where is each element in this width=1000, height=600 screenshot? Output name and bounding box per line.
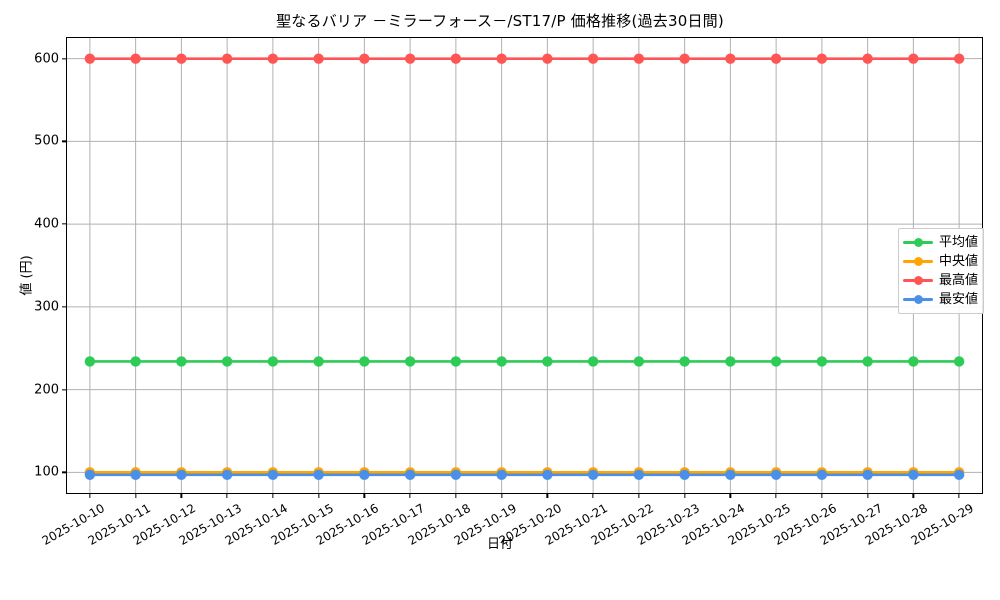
legend-dot-icon — [913, 238, 923, 247]
x-tick-mark — [638, 493, 640, 498]
y-tick-mark — [62, 306, 67, 308]
x-tick-mark — [226, 493, 228, 498]
y-tick-label: 400 — [34, 216, 59, 232]
y-tick-label: 200 — [34, 382, 59, 398]
series-平均値 — [84, 356, 965, 367]
x-tick-mark — [958, 493, 960, 498]
series-最安値 — [84, 469, 965, 480]
y-tick-label: 100 — [34, 464, 59, 480]
plot-area: 値 (円) 2025-10-10 2025-10-11 2025-10-12 2025… — [20, 37, 983, 548]
legend-dot-icon — [913, 257, 923, 266]
legend-swatch-icon — [903, 275, 933, 287]
legend-dot-icon — [913, 276, 923, 285]
legend-swatch-icon — [903, 237, 933, 249]
chart-legend: 平均値中央値最高値最安値 — [898, 228, 985, 314]
legend-item-最高値[interactable]: 最高値 — [903, 271, 978, 290]
x-tick-mark — [89, 493, 91, 498]
x-tick-mark — [317, 493, 320, 498]
legend-item-中央値[interactable]: 中央値 — [903, 252, 978, 271]
y-axis-label: 値 (円) — [19, 254, 35, 296]
legend-item-最安値[interactable]: 最安値 — [903, 290, 978, 309]
x-axis-label: 日付 — [486, 537, 513, 552]
x-tick-mark — [180, 493, 183, 498]
x-tick-mark — [363, 493, 366, 498]
y-tick-label: 600 — [34, 51, 59, 67]
x-tick-mark — [821, 493, 823, 498]
y-tick-mark — [62, 140, 67, 143]
legend-swatch-icon — [903, 294, 933, 306]
x-tick-mark — [912, 493, 915, 498]
legend-swatch-icon — [903, 256, 933, 268]
legend-item-平均値[interactable]: 平均値 — [903, 233, 978, 252]
x-tick-mark — [272, 493, 274, 498]
x-tick-mark — [592, 493, 594, 498]
legend-label: 最安値 — [939, 292, 979, 307]
gridlines — [67, 38, 982, 493]
y-tick-mark — [62, 388, 67, 391]
x-tick-mark — [409, 493, 411, 498]
y-tick-mark — [62, 471, 67, 473]
y-tick-label: 500 — [34, 133, 59, 149]
x-tick-mark — [775, 493, 777, 498]
x-tick-mark — [455, 493, 457, 498]
x-tick-mark — [500, 493, 503, 498]
data-series-layer — [84, 53, 965, 480]
y-tick-mark — [62, 223, 67, 225]
y-tick-label: 300 — [34, 299, 59, 315]
x-tick-mark — [134, 493, 137, 498]
chart-title: 聖なるバリア －ミラーフォース－/ST17/P 価格推移(過去30日間) — [276, 12, 724, 30]
legend-dot-icon — [913, 295, 923, 304]
legend-label: 最高値 — [939, 273, 979, 288]
x-tick-mark — [546, 493, 549, 498]
series-最高値 — [84, 53, 965, 64]
x-tick-mark — [866, 493, 869, 498]
legend-label: 中央値 — [939, 254, 979, 269]
y-tick-mark — [62, 58, 67, 60]
x-tick-mark — [729, 493, 732, 498]
x-tick-mark — [683, 493, 686, 498]
legend-label: 平均値 — [939, 235, 979, 250]
